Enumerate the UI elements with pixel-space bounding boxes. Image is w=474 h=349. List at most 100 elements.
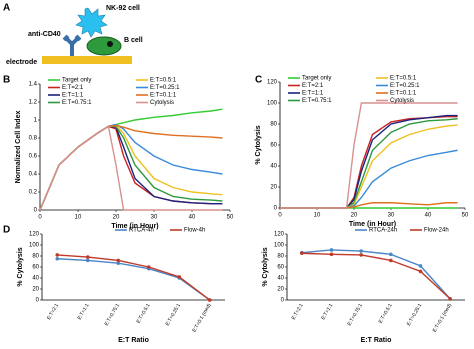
- point: [329, 252, 334, 257]
- y-tick-label: 0.2: [29, 190, 38, 196]
- point: [418, 269, 423, 274]
- series-line: [57, 254, 211, 301]
- y-tick-label: 20: [270, 185, 277, 191]
- series-line: [280, 202, 458, 209]
- x-tick-label: 0: [278, 213, 282, 219]
- y-tick-label: 0.8: [29, 136, 38, 142]
- point: [359, 253, 363, 257]
- y-tick-label: 1: [34, 118, 38, 124]
- point: [85, 258, 90, 263]
- x-tick-label: 40: [425, 213, 432, 219]
- series-line: [280, 118, 458, 209]
- x-axis-title: Time (in Hour): [111, 223, 158, 230]
- x-tick-label: E:T=0.75:1: [347, 302, 365, 326]
- x-tick-label: E:T=0.25:1: [165, 302, 183, 326]
- y-tick-label: 0.6: [29, 154, 38, 160]
- x-tick-label: E:T=1:1: [320, 302, 334, 320]
- legend-label: Target only: [302, 76, 331, 82]
- chart: 0 20 40 60 80 100 120 E:T=2:1 E:T=1:1 E:T=0.75:1 E…: [3, 225, 225, 344]
- y-tick-label: 80: [32, 254, 39, 260]
- x-tick-label: E:T=0.75:1: [104, 302, 122, 326]
- x-tick-label: 20: [113, 215, 120, 221]
- y-tick-label: 40: [32, 276, 39, 282]
- series-line: [280, 102, 458, 209]
- series-line: [301, 252, 451, 300]
- panel-label: B: [3, 75, 10, 86]
- y-tick-label: 60: [32, 265, 39, 271]
- y-tick-label: 40: [277, 276, 284, 282]
- series-line: [301, 249, 451, 300]
- chart: 0 20 40 60 80 100 120 0 10 20 30 40 50 Time (in Hour)…: [255, 75, 469, 228]
- legend-label: E:T=0.5:1: [390, 76, 417, 82]
- y-tick-label: 0.4: [29, 172, 38, 178]
- y-tick-label: 0: [274, 206, 278, 212]
- y-tick-label: 120: [29, 232, 40, 238]
- legend-label: Flow-24h: [424, 228, 449, 234]
- legend-label: E:T=2:1: [302, 83, 324, 89]
- y-tick-label: 0: [36, 298, 40, 304]
- y-axis-title: % Cytolysis: [255, 125, 262, 164]
- x-tick-label: E:T=2:1: [46, 302, 60, 320]
- x-axis-title: Time (in Hour): [349, 221, 396, 228]
- x-tick-label: 50: [462, 213, 469, 219]
- x-tick-label: 30: [388, 213, 395, 219]
- x-tick-label: E:T=0.5:1: [378, 302, 394, 324]
- x-tick-label: 0: [38, 215, 42, 221]
- panel-label: A: [3, 3, 10, 14]
- chart: 0 0.2 0.4 0.6 0.8 1 1.2 1.4 0 10 20 30 40 50 Time (in …: [3, 75, 234, 230]
- y-tick-label: 20: [277, 287, 284, 293]
- legend-label: E:T=0.1:1: [150, 93, 177, 99]
- point: [329, 248, 334, 252]
- legend-label: Cytolysis: [150, 100, 174, 106]
- x-tick-label: E:T=0.5:1: [136, 302, 152, 324]
- legend-label: E:T=0.1:1: [390, 91, 417, 97]
- x-tick-label: 20: [351, 213, 358, 219]
- x-tick-label: 10: [314, 213, 321, 219]
- point: [116, 261, 121, 265]
- y-tick-label: 60: [270, 143, 277, 149]
- panel-label: C: [255, 75, 262, 86]
- point: [207, 298, 212, 302]
- chart: 0 20 40 60 80 100 120 E:T=2:1 E:T=1:1 E:T=0.75:1 E…: [262, 228, 465, 344]
- point: [55, 256, 60, 261]
- electrode-shape: [42, 56, 132, 64]
- legend-label: Target only: [62, 78, 91, 84]
- x-axis-title: E:T Ratio: [118, 337, 149, 344]
- y-tick-label: 100: [267, 101, 278, 107]
- legend-label: E:T=1:1: [62, 93, 84, 99]
- y-tick-label: 1.2: [29, 100, 38, 106]
- antibody-shape: [62, 34, 82, 56]
- series-line: [57, 258, 211, 301]
- y-tick-label: 120: [274, 232, 285, 238]
- electrode-label: electrode: [6, 59, 37, 66]
- panel-label: D: [3, 225, 10, 236]
- y-tick-label: 80: [270, 122, 277, 128]
- series-line: [39, 108, 223, 211]
- y-tick-label: 100: [274, 243, 285, 249]
- x-tick-label: 40: [189, 215, 196, 221]
- y-axis-title: Normalized Cell Index: [15, 111, 22, 184]
- b-cell-nucleus: [107, 41, 113, 47]
- series-line: [280, 124, 458, 209]
- legend-label: E:T=0.5:1: [150, 78, 177, 84]
- point: [448, 297, 452, 301]
- b-cell-shape: [86, 36, 122, 56]
- legend-label: Cytolysis: [390, 98, 414, 104]
- x-tick-label: E:T=0:1 (med): [191, 302, 212, 333]
- antibody-label: anti-CD40: [28, 31, 61, 38]
- legend-label: RTCA-24h: [369, 228, 397, 234]
- x-tick-label: 50: [227, 215, 234, 221]
- y-tick-label: 120: [267, 80, 278, 86]
- legend-label: E:T=1:1: [302, 91, 324, 97]
- point: [177, 275, 182, 279]
- point: [300, 251, 304, 256]
- legend-label: E:T=2:1: [62, 85, 84, 91]
- x-tick-label: E:T=0:1 (med): [432, 302, 453, 333]
- b-cell-label: B cell: [124, 37, 143, 44]
- point: [146, 265, 151, 269]
- y-axis-title: % Cytolysis: [17, 247, 24, 286]
- x-tick-label: 10: [75, 215, 82, 221]
- point: [359, 249, 363, 253]
- legend-label: E:T=0.75:1: [62, 100, 92, 106]
